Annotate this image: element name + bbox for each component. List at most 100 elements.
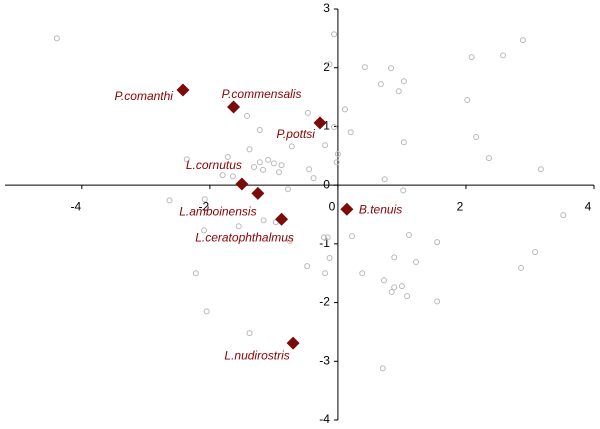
point	[398, 283, 405, 290]
point	[201, 196, 208, 203]
diamond-point	[251, 186, 265, 200]
point	[229, 173, 236, 180]
point	[324, 234, 331, 241]
point-label: L.cornutus	[186, 158, 242, 172]
point	[473, 133, 480, 140]
point	[270, 160, 277, 167]
point	[434, 298, 441, 305]
point	[359, 270, 366, 277]
point	[361, 64, 368, 71]
point	[333, 159, 340, 166]
diamond-point	[235, 177, 249, 191]
point	[405, 232, 412, 239]
diamond-point	[176, 83, 190, 97]
point	[322, 270, 329, 277]
point	[265, 156, 272, 163]
y-tick-label: -1	[319, 236, 330, 250]
point	[388, 65, 395, 72]
point	[260, 166, 267, 173]
point	[379, 365, 386, 372]
point-label: P.pottsi	[277, 127, 316, 141]
point	[260, 217, 267, 224]
y-tick-label: 3	[323, 1, 330, 15]
point	[341, 106, 348, 113]
point	[251, 163, 258, 170]
point	[224, 153, 231, 160]
point	[219, 172, 226, 179]
point	[537, 166, 544, 173]
point	[322, 142, 329, 149]
point	[304, 109, 311, 116]
point	[235, 223, 242, 230]
point	[331, 124, 338, 131]
diamond-point	[275, 212, 289, 226]
point	[388, 289, 395, 296]
point	[500, 52, 507, 59]
point	[532, 249, 539, 256]
point	[560, 212, 567, 219]
point	[326, 254, 333, 261]
point	[395, 88, 402, 95]
point	[381, 176, 388, 183]
diamond-point	[286, 336, 300, 350]
point-label: L.ceratophthalmus	[195, 230, 294, 244]
point	[244, 112, 251, 119]
point	[486, 155, 493, 162]
point	[246, 146, 253, 153]
point	[166, 197, 173, 204]
point	[306, 166, 313, 173]
point-label: B.tenuis	[359, 202, 402, 216]
point	[256, 159, 263, 166]
y-tick-label: -2	[319, 295, 330, 309]
y-tick-label: 2	[323, 60, 330, 74]
y-tick-label: -3	[319, 353, 330, 367]
point	[183, 156, 190, 163]
point	[348, 233, 355, 240]
point	[413, 259, 420, 266]
diamond-point	[227, 100, 241, 114]
point	[192, 270, 199, 277]
point	[468, 54, 475, 61]
diamond-point	[313, 116, 327, 130]
point	[284, 186, 291, 193]
point	[518, 264, 525, 271]
point	[400, 78, 407, 85]
point-label: L.nudirostris	[224, 348, 289, 362]
x-tick-label: 4	[585, 199, 592, 213]
x-tick-label: 0	[329, 199, 336, 213]
point-label: P.comanthi	[114, 89, 173, 103]
x-tick-label: -4	[70, 199, 81, 213]
point	[203, 308, 210, 315]
point	[320, 234, 327, 241]
point	[53, 35, 60, 42]
point	[278, 162, 285, 169]
y-tick-label: 0	[323, 177, 330, 191]
x-tick-label: -2	[199, 199, 210, 213]
point	[304, 263, 311, 270]
point	[347, 129, 354, 136]
point	[288, 143, 295, 150]
point	[377, 81, 384, 88]
point	[246, 330, 253, 337]
point	[334, 151, 341, 158]
x-tick-label: 2	[457, 199, 464, 213]
point	[381, 277, 388, 284]
point	[286, 237, 293, 244]
point	[434, 239, 441, 246]
point	[331, 31, 338, 38]
point	[256, 126, 263, 133]
point	[276, 169, 283, 176]
point	[391, 254, 398, 261]
point-label: P.commensalis	[222, 87, 302, 101]
point	[326, 61, 333, 68]
point	[404, 293, 411, 300]
point	[201, 227, 208, 234]
point	[310, 175, 317, 182]
point	[400, 139, 407, 146]
point	[464, 97, 471, 104]
y-tick-label: -4	[319, 412, 330, 426]
point	[400, 187, 407, 194]
point	[519, 37, 526, 44]
